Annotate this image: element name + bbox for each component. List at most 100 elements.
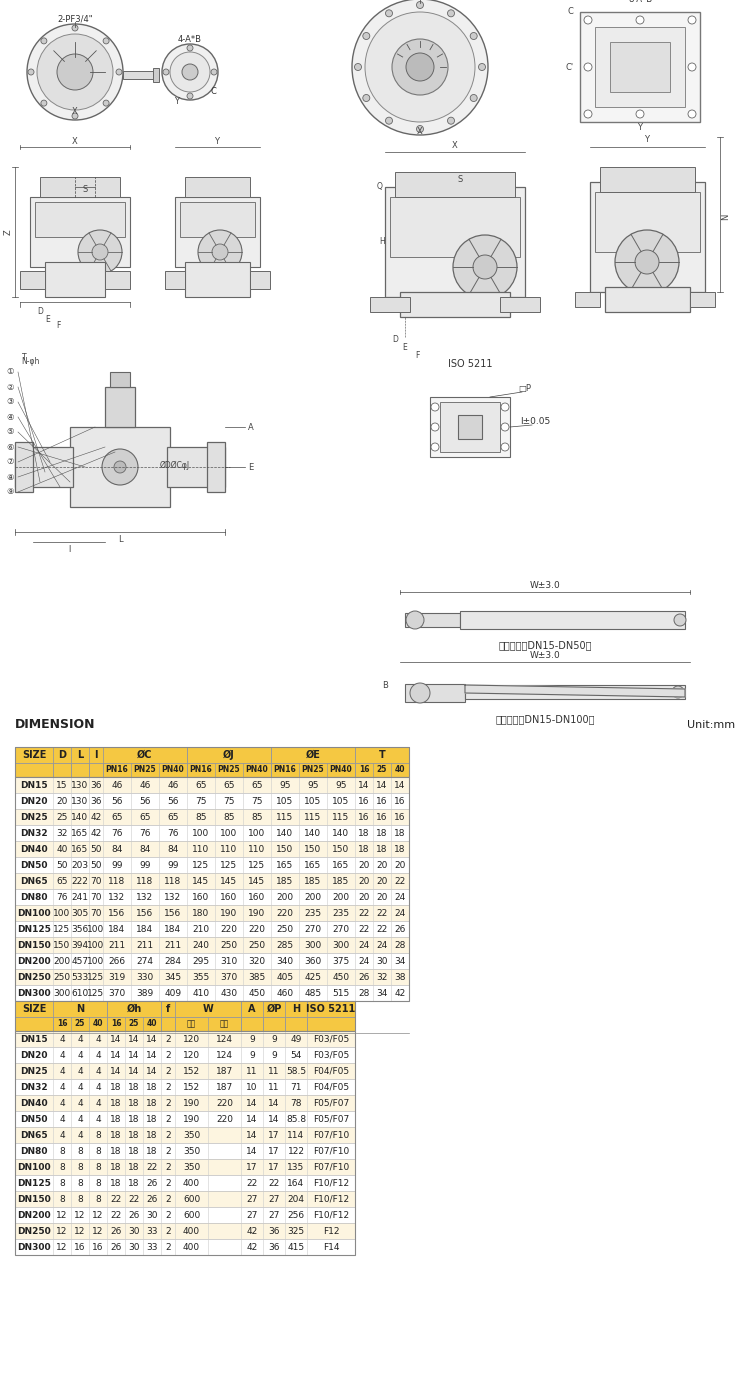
Text: 42: 42 (90, 812, 102, 822)
Text: ⑤: ⑤ (6, 427, 14, 437)
Text: ØP: ØP (266, 1004, 282, 1013)
Text: 250: 250 (277, 924, 293, 934)
Text: 10: 10 (246, 1082, 258, 1092)
Text: 32: 32 (56, 829, 68, 837)
Text: 125: 125 (220, 861, 238, 869)
Bar (15, 1191, 355, 1208)
Text: 16: 16 (92, 1242, 104, 1252)
Bar (15, 1126, 355, 1143)
Bar (610, 43, 670, 92)
Text: 132: 132 (136, 892, 154, 902)
Text: 14: 14 (128, 1034, 140, 1044)
Text: 122: 122 (287, 1147, 304, 1155)
Text: 355: 355 (192, 972, 209, 982)
Text: 18: 18 (110, 1147, 122, 1155)
Text: 164: 164 (287, 1179, 304, 1187)
Text: 132: 132 (164, 892, 182, 902)
Text: DN125: DN125 (17, 924, 51, 934)
Text: 26: 26 (358, 972, 370, 982)
Text: 2: 2 (165, 1067, 171, 1075)
Text: F07/F10: F07/F10 (313, 1162, 349, 1172)
Text: 2: 2 (165, 1162, 171, 1172)
Text: ①: ① (6, 368, 14, 376)
Circle shape (170, 52, 210, 92)
Circle shape (365, 12, 475, 123)
Bar (385, 187, 525, 297)
Text: 75: 75 (251, 796, 262, 806)
Text: 56: 56 (140, 796, 151, 806)
Text: DN40: DN40 (20, 1099, 48, 1107)
Circle shape (448, 10, 454, 17)
Bar (15, 936, 409, 953)
Text: 99: 99 (167, 861, 178, 869)
Text: 210: 210 (193, 924, 209, 934)
Bar (405, 684, 465, 702)
Text: Q: Q (377, 183, 383, 191)
Text: 36: 36 (90, 796, 102, 806)
Text: 115: 115 (276, 812, 294, 822)
Text: 14: 14 (110, 1067, 122, 1075)
Bar (40, 178, 120, 197)
Text: 24: 24 (394, 892, 406, 902)
Text: 18: 18 (128, 1162, 140, 1172)
Circle shape (187, 94, 193, 99)
Text: PN25: PN25 (134, 766, 156, 774)
Text: 185: 185 (332, 877, 350, 885)
Text: 65: 65 (251, 781, 262, 789)
Text: 12: 12 (56, 1227, 68, 1235)
Bar (15, 841, 409, 856)
Circle shape (72, 113, 78, 118)
Text: E: E (403, 343, 407, 351)
Text: 145: 145 (220, 877, 238, 885)
Text: 4: 4 (95, 1082, 100, 1092)
Text: 76: 76 (111, 829, 123, 837)
Text: 405: 405 (277, 972, 293, 982)
Text: 65: 65 (167, 812, 178, 822)
Text: X: X (452, 140, 458, 150)
Bar (395, 172, 515, 197)
Circle shape (478, 63, 485, 70)
Text: X: X (72, 107, 78, 117)
Text: 34: 34 (376, 989, 388, 997)
Circle shape (431, 443, 439, 452)
Text: f: f (166, 1004, 170, 1013)
Text: 46: 46 (111, 781, 123, 789)
Text: 145: 145 (193, 877, 209, 885)
Bar (690, 292, 715, 307)
Text: 85.8: 85.8 (286, 1114, 306, 1124)
Circle shape (37, 34, 113, 110)
Text: 184: 184 (136, 924, 154, 934)
Text: 42: 42 (246, 1242, 258, 1252)
Text: 4: 4 (95, 1099, 100, 1107)
Circle shape (688, 17, 696, 23)
Text: 71: 71 (290, 1082, 302, 1092)
Text: 36: 36 (268, 1242, 280, 1252)
Text: ØJ: ØJ (224, 750, 235, 760)
Bar (123, 72, 153, 78)
Text: 16: 16 (358, 766, 369, 774)
Text: 36: 36 (90, 781, 102, 789)
Text: 54: 54 (290, 1051, 302, 1059)
Text: 22: 22 (358, 924, 370, 934)
Text: 100: 100 (87, 940, 104, 950)
Text: DN20: DN20 (20, 1051, 48, 1059)
Text: 40: 40 (93, 1019, 104, 1029)
Text: 140: 140 (71, 812, 88, 822)
Text: 124: 124 (216, 1051, 233, 1059)
Text: E: E (46, 314, 50, 324)
Text: 2: 2 (165, 1034, 171, 1044)
Bar (15, 985, 409, 1001)
Text: 24: 24 (358, 940, 370, 950)
Text: F04/F05: F04/F05 (313, 1067, 349, 1075)
Circle shape (470, 95, 477, 102)
Text: PN16: PN16 (190, 766, 212, 774)
Text: 18: 18 (394, 844, 406, 854)
Text: F: F (415, 351, 419, 359)
Text: 115: 115 (332, 812, 350, 822)
Circle shape (584, 63, 592, 72)
Text: DN80: DN80 (20, 892, 48, 902)
Text: 18: 18 (110, 1099, 122, 1107)
Text: ⑧: ⑧ (6, 472, 14, 482)
Text: 9: 9 (272, 1034, 277, 1044)
Text: SIZE: SIZE (22, 750, 46, 760)
